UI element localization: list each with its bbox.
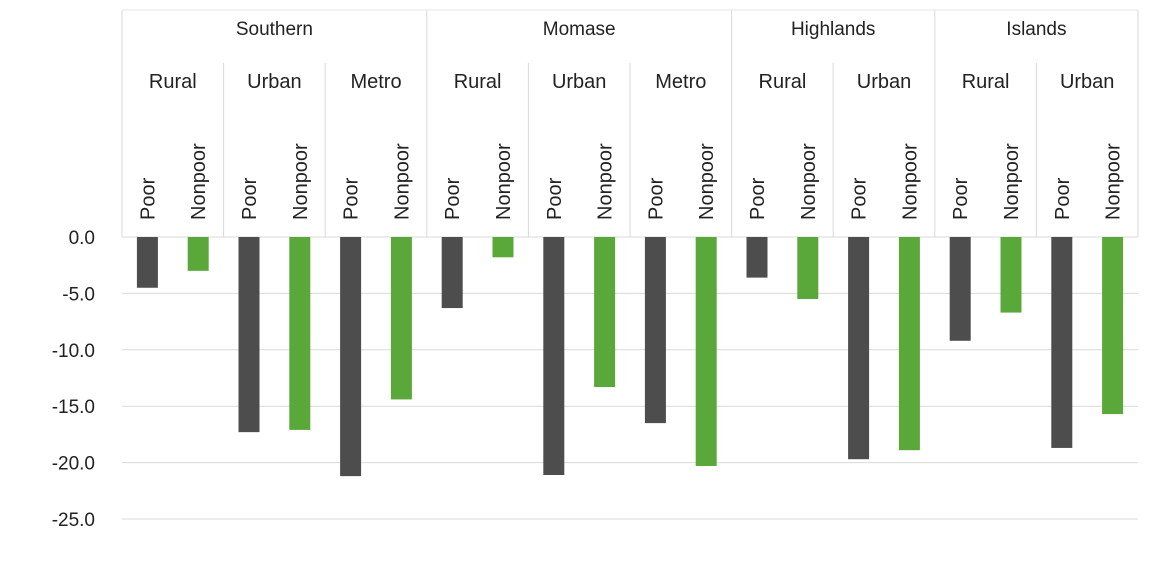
bar-poor — [441, 237, 463, 309]
bar-poor — [1051, 237, 1073, 448]
status-label-poor: Poor — [747, 177, 769, 220]
y-tick-label: -15.0 — [52, 397, 95, 418]
bar-nonpoor — [695, 237, 717, 466]
area-label: Metro — [655, 71, 706, 93]
area-label: Urban — [857, 71, 911, 93]
y-tick-label: -20.0 — [52, 454, 95, 475]
bar-poor — [543, 237, 565, 476]
status-label-poor: Poor — [544, 177, 566, 220]
bar-nonpoor — [390, 237, 412, 400]
status-label-nonpoor: Nonpoor — [696, 143, 718, 220]
bar-poor — [949, 237, 971, 341]
status-label-poor: Poor — [341, 177, 363, 220]
bar-poor — [644, 237, 666, 424]
area-label: Rural — [962, 71, 1010, 93]
status-label-poor: Poor — [849, 177, 871, 220]
bar-poor — [238, 237, 260, 433]
bar-nonpoor — [289, 237, 311, 430]
area-label: Metro — [350, 71, 401, 93]
status-label-nonpoor: Nonpoor — [391, 143, 413, 220]
status-label-poor: Poor — [1052, 177, 1074, 220]
region-label: Highlands — [791, 19, 876, 40]
area-label: Rural — [759, 71, 807, 93]
status-label-nonpoor: Nonpoor — [1001, 143, 1023, 220]
area-label: Urban — [247, 71, 301, 93]
bar-poor — [340, 237, 362, 477]
bar-nonpoor — [1102, 237, 1124, 415]
status-label-nonpoor: Nonpoor — [1103, 143, 1125, 220]
bar-nonpoor — [797, 237, 819, 300]
bar-nonpoor — [492, 237, 514, 258]
status-label-poor: Poor — [645, 177, 667, 220]
y-tick-label: -10.0 — [52, 341, 95, 362]
y-tick-label: 0.0 — [69, 228, 95, 249]
status-label-nonpoor: Nonpoor — [595, 143, 617, 220]
area-label: Urban — [552, 71, 606, 93]
status-label-poor: Poor — [442, 177, 464, 220]
status-label-nonpoor: Nonpoor — [798, 143, 820, 220]
area-label: Urban — [1060, 71, 1114, 93]
bar-poor — [746, 237, 768, 278]
status-label-nonpoor: Nonpoor — [290, 143, 312, 220]
y-tick-label: -25.0 — [52, 510, 95, 531]
bar-nonpoor — [898, 237, 920, 451]
area-label: Rural — [149, 71, 197, 93]
bar-poor — [848, 237, 870, 460]
region-label: Momase — [543, 19, 616, 40]
status-label-poor: Poor — [239, 177, 261, 220]
region-label: Southern — [236, 19, 313, 40]
status-label-poor: Poor — [950, 177, 972, 220]
status-label-nonpoor: Nonpoor — [188, 143, 210, 220]
bar-nonpoor — [187, 237, 209, 271]
bar-nonpoor — [594, 237, 616, 388]
region-label: Islands — [1006, 19, 1066, 40]
y-tick-label: -5.0 — [62, 284, 95, 305]
status-label-nonpoor: Nonpoor — [493, 143, 515, 220]
area-label: Rural — [454, 71, 502, 93]
bar-nonpoor — [1000, 237, 1022, 313]
status-label-nonpoor: Nonpoor — [899, 143, 921, 220]
status-label-poor: Poor — [137, 177, 159, 220]
bar-poor — [136, 237, 158, 288]
